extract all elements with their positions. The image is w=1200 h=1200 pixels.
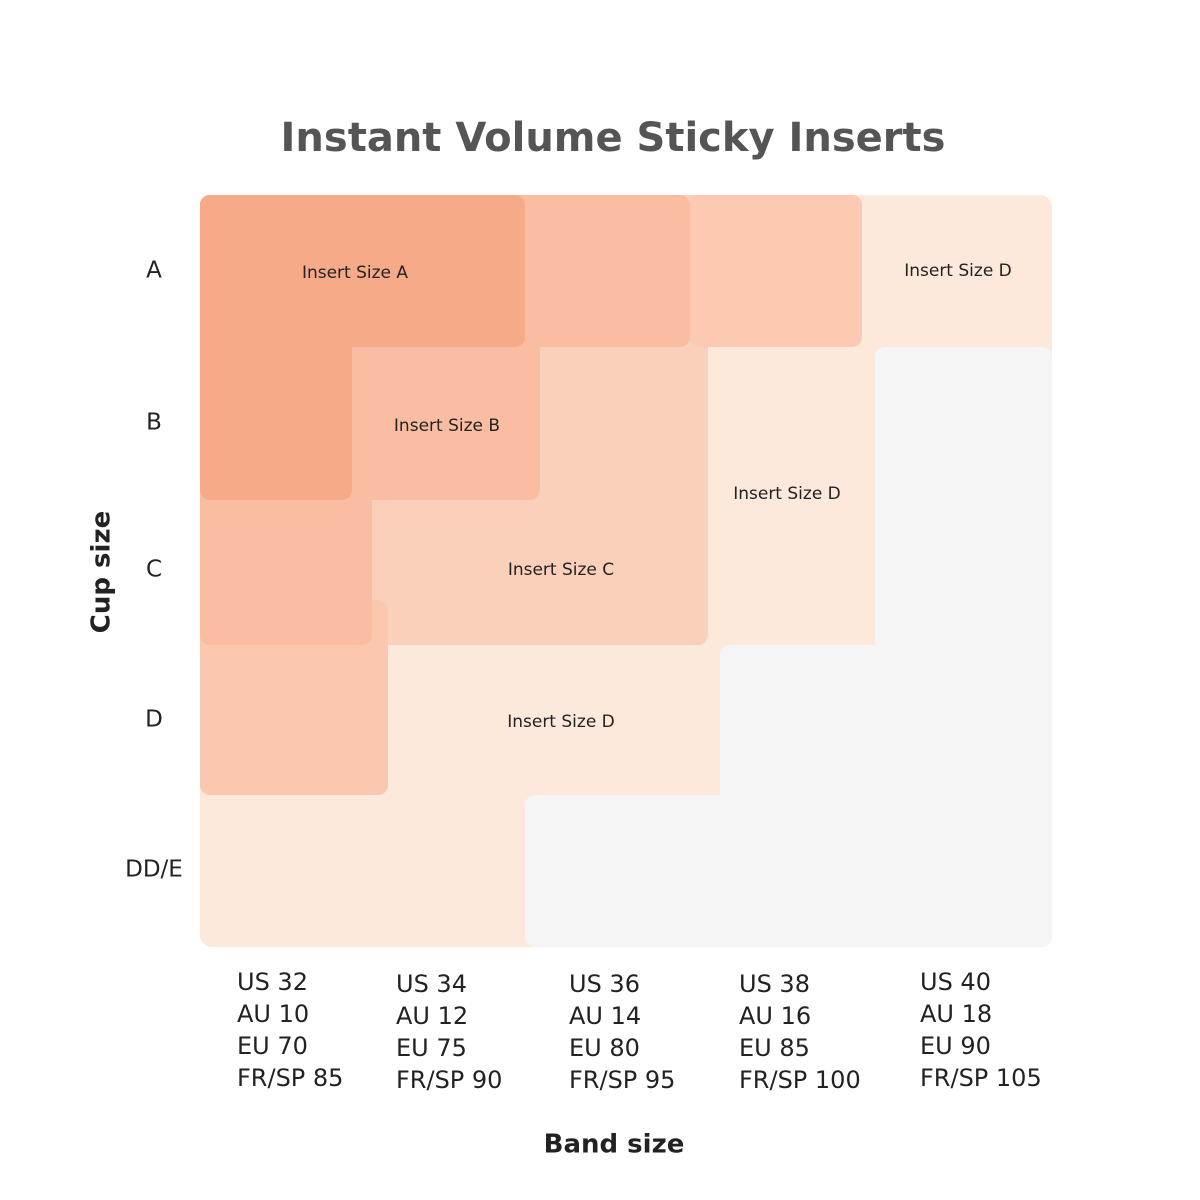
x-axis-label: Band size [544, 1130, 685, 1160]
region-label: Insert Size B [394, 416, 500, 436]
cup-size-label: C [146, 557, 162, 583]
band-size-label: FR/SP 85 [237, 1064, 343, 1092]
region-label: Insert Size A [302, 263, 408, 283]
cup-size-label: DD/E [125, 857, 183, 883]
band-size-label: EU 85 [739, 1034, 810, 1062]
band-size-label: US 40 [920, 968, 991, 996]
y-axis-label: Cup size [87, 511, 117, 633]
band-size-label: FR/SP 90 [396, 1066, 502, 1094]
band-size-label: AU 10 [237, 1000, 309, 1028]
band-size-label: EU 90 [920, 1032, 991, 1060]
band-size-label: FR/SP 100 [739, 1066, 861, 1094]
grid-background [200, 195, 1052, 947]
band-size-label: AU 14 [569, 1002, 641, 1030]
region-label: Insert Size D [507, 712, 615, 732]
band-size-label: US 36 [569, 970, 640, 998]
band-size-label: AU 12 [396, 1002, 468, 1030]
cup-size-label: B [146, 410, 162, 436]
cell-region [690, 195, 862, 347]
empty-region [875, 347, 1052, 947]
cell-region [200, 195, 352, 500]
band-size-label: EU 80 [569, 1034, 640, 1062]
cup-size-label: A [146, 258, 162, 284]
band-size-label: AU 16 [739, 1002, 811, 1030]
band-size-label: EU 70 [237, 1032, 308, 1060]
band-size-label: US 38 [739, 970, 810, 998]
cup-size-label: D [145, 707, 163, 733]
region-label: Insert Size C [508, 560, 614, 580]
band-size-label: US 32 [237, 968, 308, 996]
band-size-label: US 34 [396, 970, 467, 998]
band-size-label: FR/SP 105 [920, 1064, 1042, 1092]
region-label: Insert Size D [733, 484, 841, 504]
band-size-label: AU 18 [920, 1000, 992, 1028]
band-size-label: EU 75 [396, 1034, 467, 1062]
band-size-label: FR/SP 95 [569, 1066, 675, 1094]
region-label: Insert Size D [904, 261, 1012, 281]
cell-region [200, 600, 388, 795]
title: Instant Volume Sticky Inserts [281, 115, 946, 161]
